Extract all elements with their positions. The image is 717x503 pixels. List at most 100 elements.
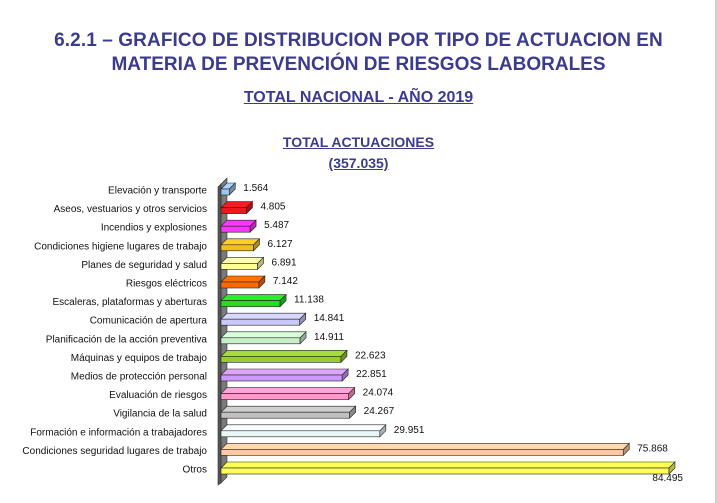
value-label: 1.564 [243,183,268,194]
bar-side-face [668,461,676,475]
chart-title: TOTAL ACTUACIONES [282,134,435,150]
bar-top-face [220,461,676,469]
bar-2 [220,200,254,215]
bar-5 [220,256,265,271]
bar-front-face [220,318,300,326]
bar-top-face [220,331,307,339]
bar-top-face [220,238,261,246]
bar-side-face [299,312,306,326]
value-label: 14.841 [314,313,345,324]
bar-top-face [220,424,387,432]
category-label: Elevación y transporte [108,186,207,197]
bar-side-face [246,200,253,215]
bar-7 [220,293,287,308]
bar-front-face [220,244,254,252]
category-label: Vigilancia de la salud [113,409,207,420]
category-label: Máquinas y equipos de trabajo [71,353,208,364]
bar-11 [220,368,349,382]
right-border [715,0,717,503]
bar-top-face [220,405,357,413]
bar-front-face [220,337,301,345]
bar-side-face [348,386,355,401]
bar-side-face [299,331,307,345]
category-label: Planes de seguridad y salud [81,260,207,271]
value-label: 4.805 [260,202,285,213]
value-label: 5.487 [264,220,289,231]
bar-front-face [220,467,670,475]
report-title-line1: 6.2.1 – GRAFICO DE DISTRIBUCION POR TIPO… [54,30,663,51]
value-label: 6.127 [267,239,292,250]
bar-side-face [622,442,630,457]
category-label: Evaluación de riesgos [109,390,207,401]
value-label: 6.891 [272,257,297,268]
category-label: Riesgos eléctricos [126,279,207,290]
bar-top-face [220,257,265,264]
bar-8 [220,312,307,326]
chart-total: (357.035) [328,155,389,171]
value-label: 24.267 [364,406,395,417]
bar-13 [220,405,357,419]
category-label: Formación e información a trabajadores [30,427,207,438]
value-label: 84.495 [652,473,683,484]
bar-10 [220,349,348,364]
category-label: Planificación de la acción preventiva [46,334,208,345]
bar-side-face [228,182,236,196]
bar-3 [220,219,257,233]
bar-front-face [220,225,251,233]
bar-top-face [220,294,287,301]
bar-side-face [340,349,348,364]
bar-top-face [220,368,349,376]
bar-front-face [220,393,349,400]
bar-side-face [258,275,266,289]
value-label: 24.074 [363,388,394,399]
bar-9 [220,331,307,345]
category-label: Condiciones higiene lugares de trabajo [34,241,207,252]
report-title-line2: MATERIA DE PREVENCIÓN DE RIESGOS LABORAL… [111,54,606,75]
bar-front-face [220,281,260,289]
value-label: 75.868 [637,443,668,454]
bar-15 [220,442,630,457]
bar-side-face [257,256,264,271]
bar-front-face [220,411,350,419]
bar-top-face [220,275,266,283]
bar-front-face [220,188,230,196]
report-subtitle: TOTAL NACIONAL - AÑO 2019 [243,89,474,106]
bar-front-face [220,374,343,382]
bar-1 [220,182,237,196]
value-label: 14.911 [314,332,344,343]
bar-top-face [220,312,307,320]
value-label: 22.623 [355,350,386,361]
value-label: 29.951 [394,425,425,436]
value-label: 7.142 [273,276,298,287]
bar-front-face [220,430,381,438]
category-label: Comunicación de apertura [90,316,208,327]
bar-front-face [220,207,247,214]
bar-front-face [220,263,258,270]
bar-top-face [220,350,348,357]
value-label: 22.851 [356,369,387,380]
bar-12 [220,386,356,401]
bar-top-face [220,387,356,394]
bar-side-face [379,424,387,438]
bar-side-face [341,368,349,382]
bar-side-face [249,219,257,233]
bar-front-face [220,356,342,363]
bar-6 [220,275,266,289]
category-label: Incendios y explosiones [101,223,207,234]
axis-wall-edge [217,183,222,486]
bar-top-face [220,443,630,450]
value-label: 11.138 [294,295,324,306]
bar-front-face [220,300,281,307]
category-label: Condiciones seguridad lugares de trabajo [22,446,207,457]
category-label: Escaleras, plataformas y aberturas [52,297,207,308]
bar-14 [220,424,387,438]
bar-side-face [253,238,260,252]
bar-front-face [220,449,624,456]
bar-16 [220,461,676,475]
bar-side-face [349,405,356,419]
bar-side-face [279,293,287,308]
category-label: Otros [183,465,207,476]
category-label: Medios de protección personal [71,372,207,383]
category-label: Aseos, vestuarios y otros servicios [54,204,207,215]
